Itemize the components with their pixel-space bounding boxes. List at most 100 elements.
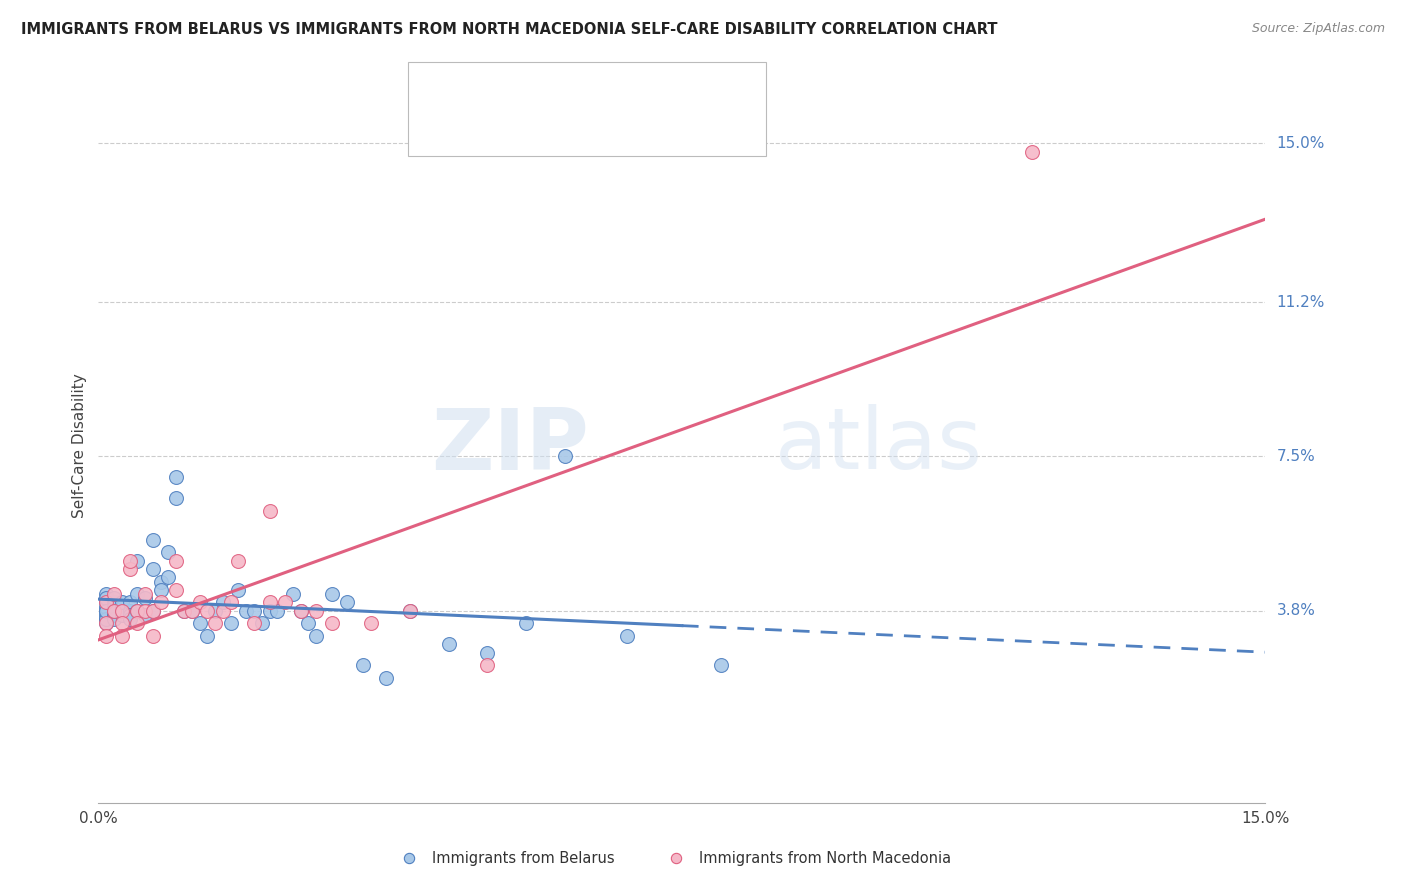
Point	[235, 604, 257, 618]
Point	[118, 595, 141, 609]
Point	[228, 582, 250, 597]
Point	[96, 595, 118, 609]
Text: 7.5%: 7.5%	[1277, 449, 1315, 464]
Point	[103, 607, 125, 622]
Point	[103, 599, 125, 614]
Point	[96, 595, 118, 609]
Point	[142, 604, 165, 618]
Point	[665, 851, 688, 865]
Point	[515, 616, 537, 631]
Point	[96, 604, 118, 618]
Point	[321, 587, 343, 601]
Point	[127, 554, 149, 568]
Point	[243, 616, 266, 631]
Point	[165, 554, 187, 568]
Text: Immigrants from Belarus: Immigrants from Belarus	[432, 851, 614, 865]
Point	[259, 504, 281, 518]
Point	[297, 616, 319, 631]
Point	[111, 607, 134, 622]
Point	[118, 612, 141, 626]
Point	[212, 604, 235, 618]
Point	[212, 595, 235, 609]
Point	[96, 604, 118, 618]
Point	[204, 604, 226, 618]
Point	[398, 851, 420, 865]
Point	[259, 595, 281, 609]
Point	[180, 604, 202, 618]
Point	[477, 646, 499, 660]
Point	[437, 637, 460, 651]
Point	[228, 554, 250, 568]
Point	[103, 591, 125, 606]
Point	[149, 574, 172, 589]
Text: IMMIGRANTS FROM BELARUS VS IMMIGRANTS FROM NORTH MACEDONIA SELF-CARE DISABILITY : IMMIGRANTS FROM BELARUS VS IMMIGRANTS FR…	[21, 22, 998, 37]
Point	[96, 629, 118, 643]
Point	[430, 84, 453, 98]
Point	[111, 599, 134, 614]
Text: ZIP: ZIP	[430, 404, 589, 488]
Point	[188, 616, 211, 631]
Point	[477, 658, 499, 673]
Point	[111, 616, 134, 631]
Text: Immigrants from North Macedonia: Immigrants from North Macedonia	[699, 851, 950, 865]
Point	[118, 604, 141, 618]
Point	[96, 607, 118, 622]
Text: Source: ZipAtlas.com: Source: ZipAtlas.com	[1251, 22, 1385, 36]
Point	[360, 616, 382, 631]
Point	[127, 587, 149, 601]
Point	[290, 604, 312, 618]
Point	[710, 658, 733, 673]
Point	[103, 604, 125, 618]
Point	[149, 582, 172, 597]
Point	[157, 570, 180, 584]
Point	[165, 491, 187, 505]
Point	[188, 595, 211, 609]
Text: 15.0%: 15.0%	[1277, 136, 1324, 151]
Point	[96, 616, 118, 631]
Point	[173, 604, 195, 618]
Point	[398, 604, 420, 618]
Point	[305, 604, 328, 618]
Point	[398, 604, 420, 618]
Point	[103, 612, 125, 626]
Point	[274, 595, 297, 609]
Point	[281, 587, 304, 601]
Point	[96, 599, 118, 614]
Text: 3.8%: 3.8%	[1277, 603, 1316, 618]
Point	[142, 629, 165, 643]
Point	[305, 629, 328, 643]
Point	[96, 587, 118, 601]
Point	[111, 595, 134, 609]
Point	[219, 616, 242, 631]
Point	[134, 587, 156, 601]
Point	[259, 604, 281, 618]
Text: R =  0.653   N = 38: R = 0.653 N = 38	[464, 126, 647, 141]
Point	[219, 595, 242, 609]
Point	[336, 595, 359, 609]
Point	[134, 604, 156, 618]
Text: R = -0.085   N = 68: R = -0.085 N = 68	[464, 83, 647, 98]
Point	[111, 604, 134, 618]
Point	[118, 607, 141, 622]
Point	[554, 450, 576, 464]
Point	[616, 629, 638, 643]
Point	[204, 616, 226, 631]
Point	[250, 616, 273, 631]
Point	[165, 582, 187, 597]
Point	[142, 533, 165, 547]
Point	[180, 604, 202, 618]
Point	[118, 554, 141, 568]
Point	[118, 562, 141, 576]
Point	[111, 604, 134, 618]
Point	[103, 604, 125, 618]
Point	[96, 591, 118, 606]
Point	[103, 604, 125, 618]
Point	[127, 604, 149, 618]
Point	[352, 658, 374, 673]
Point	[96, 612, 118, 626]
Point	[430, 126, 453, 140]
Point	[134, 591, 156, 606]
Point	[127, 604, 149, 618]
Text: 11.2%: 11.2%	[1277, 294, 1324, 310]
Text: atlas: atlas	[775, 404, 983, 488]
